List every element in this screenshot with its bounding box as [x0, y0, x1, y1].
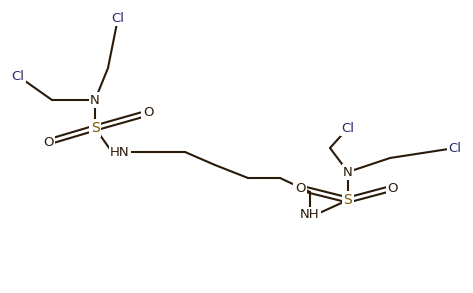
Text: Cl: Cl	[342, 122, 354, 134]
Text: O: O	[295, 181, 305, 195]
Text: N: N	[90, 93, 100, 106]
Text: NH: NH	[300, 209, 320, 222]
Text: Cl: Cl	[112, 11, 124, 25]
Text: Cl: Cl	[448, 142, 462, 154]
Text: Cl: Cl	[11, 69, 25, 83]
Text: N: N	[343, 166, 353, 178]
Text: O: O	[388, 181, 398, 195]
Text: HN: HN	[110, 146, 130, 159]
Text: O: O	[43, 135, 53, 149]
Text: O: O	[143, 106, 153, 120]
Text: S: S	[343, 193, 352, 207]
Text: S: S	[91, 121, 99, 135]
